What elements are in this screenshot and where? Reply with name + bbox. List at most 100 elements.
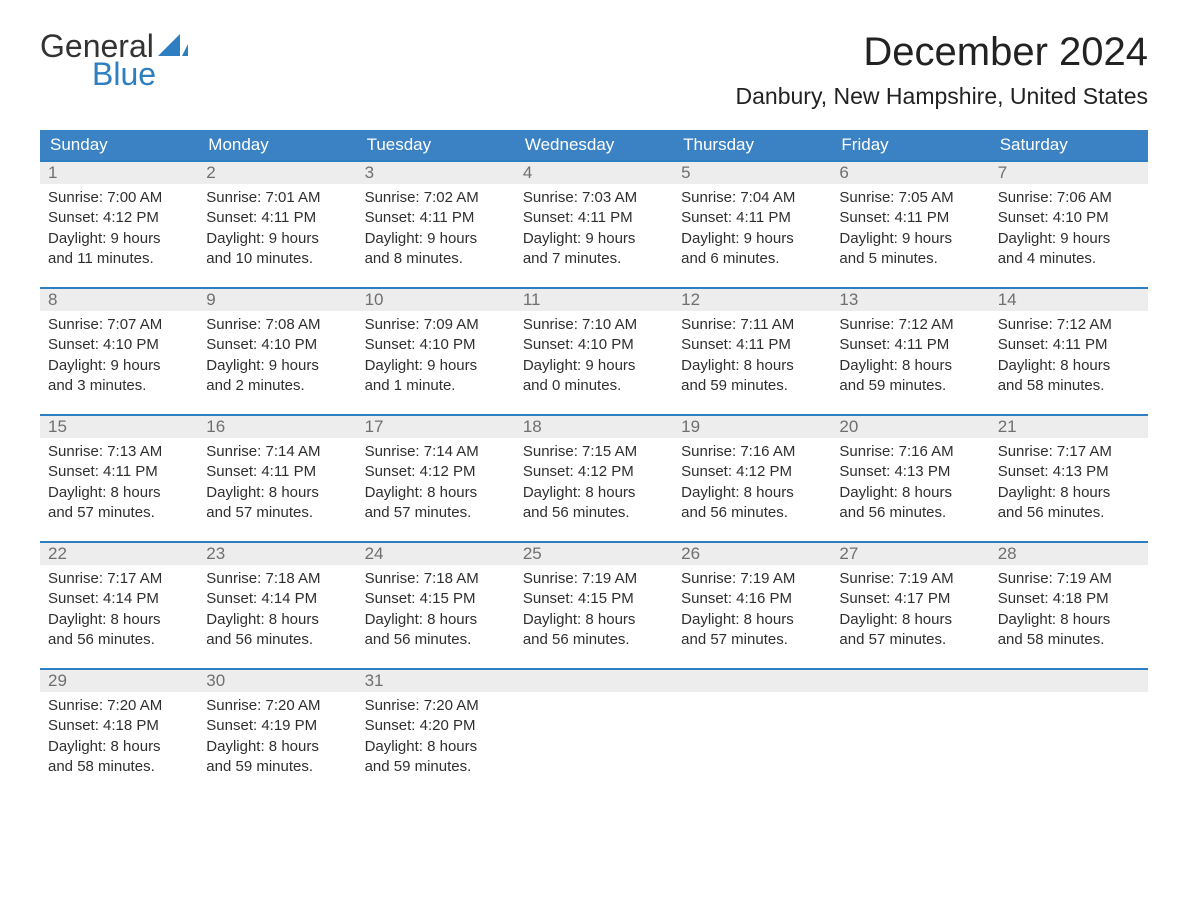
daylight-line-1: Daylight: 8 hours bbox=[365, 737, 507, 757]
day-number: 21 bbox=[990, 416, 1148, 438]
day-number: 28 bbox=[990, 543, 1148, 565]
sunset-text: Sunset: 4:11 PM bbox=[365, 208, 507, 228]
calendar-day: Sunrise: 7:04 AMSunset: 4:11 PMDaylight:… bbox=[673, 184, 831, 269]
sunrise-text: Sunrise: 7:01 AM bbox=[206, 188, 348, 208]
day-number bbox=[990, 670, 1148, 692]
daylight-line-2: and 56 minutes. bbox=[48, 630, 190, 650]
calendar-week: 15161718192021Sunrise: 7:13 AMSunset: 4:… bbox=[40, 414, 1148, 523]
sunrise-text: Sunrise: 7:15 AM bbox=[523, 442, 665, 462]
calendar-day: Sunrise: 7:17 AMSunset: 4:14 PMDaylight:… bbox=[40, 565, 198, 650]
sunset-text: Sunset: 4:14 PM bbox=[206, 589, 348, 609]
sunset-text: Sunset: 4:11 PM bbox=[681, 335, 823, 355]
month-title: December 2024 bbox=[736, 30, 1148, 75]
day-number: 10 bbox=[357, 289, 515, 311]
daylight-line-2: and 56 minutes. bbox=[523, 503, 665, 523]
daylight-line-1: Daylight: 8 hours bbox=[523, 610, 665, 630]
day-number bbox=[515, 670, 673, 692]
calendar-day: Sunrise: 7:19 AMSunset: 4:16 PMDaylight:… bbox=[673, 565, 831, 650]
calendar-day: Sunrise: 7:01 AMSunset: 4:11 PMDaylight:… bbox=[198, 184, 356, 269]
calendar-day: Sunrise: 7:12 AMSunset: 4:11 PMDaylight:… bbox=[831, 311, 989, 396]
daylight-line-1: Daylight: 8 hours bbox=[681, 483, 823, 503]
sunset-text: Sunset: 4:13 PM bbox=[839, 462, 981, 482]
calendar-day: Sunrise: 7:06 AMSunset: 4:10 PMDaylight:… bbox=[990, 184, 1148, 269]
day-number: 19 bbox=[673, 416, 831, 438]
dow-tuesday: Tuesday bbox=[357, 130, 515, 160]
day-number: 7 bbox=[990, 162, 1148, 184]
day-number: 8 bbox=[40, 289, 198, 311]
sunset-text: Sunset: 4:10 PM bbox=[998, 208, 1140, 228]
calendar-day: Sunrise: 7:15 AMSunset: 4:12 PMDaylight:… bbox=[515, 438, 673, 523]
sunset-text: Sunset: 4:10 PM bbox=[365, 335, 507, 355]
sunset-text: Sunset: 4:18 PM bbox=[998, 589, 1140, 609]
day-number: 25 bbox=[515, 543, 673, 565]
calendar-day: Sunrise: 7:02 AMSunset: 4:11 PMDaylight:… bbox=[357, 184, 515, 269]
daylight-line-1: Daylight: 8 hours bbox=[206, 737, 348, 757]
sunrise-text: Sunrise: 7:16 AM bbox=[839, 442, 981, 462]
day-number: 26 bbox=[673, 543, 831, 565]
daylight-line-2: and 58 minutes. bbox=[998, 630, 1140, 650]
sunrise-text: Sunrise: 7:17 AM bbox=[48, 569, 190, 589]
daylight-line-1: Daylight: 8 hours bbox=[48, 610, 190, 630]
calendar-day: Sunrise: 7:08 AMSunset: 4:10 PMDaylight:… bbox=[198, 311, 356, 396]
daylight-line-1: Daylight: 9 hours bbox=[839, 229, 981, 249]
sunset-text: Sunset: 4:11 PM bbox=[839, 335, 981, 355]
dow-saturday: Saturday bbox=[990, 130, 1148, 160]
dow-wednesday: Wednesday bbox=[515, 130, 673, 160]
sunrise-text: Sunrise: 7:12 AM bbox=[839, 315, 981, 335]
day-number: 13 bbox=[831, 289, 989, 311]
day-number-row: 891011121314 bbox=[40, 287, 1148, 311]
daylight-line-1: Daylight: 8 hours bbox=[839, 356, 981, 376]
sunrise-text: Sunrise: 7:05 AM bbox=[839, 188, 981, 208]
calendar-day: Sunrise: 7:20 AMSunset: 4:18 PMDaylight:… bbox=[40, 692, 198, 777]
calendar-day: Sunrise: 7:20 AMSunset: 4:19 PMDaylight:… bbox=[198, 692, 356, 777]
daylight-line-2: and 59 minutes. bbox=[681, 376, 823, 396]
daylight-line-1: Daylight: 8 hours bbox=[681, 610, 823, 630]
calendar-day: Sunrise: 7:20 AMSunset: 4:20 PMDaylight:… bbox=[357, 692, 515, 777]
day-number-row: 1234567 bbox=[40, 160, 1148, 184]
daylight-line-1: Daylight: 9 hours bbox=[365, 229, 507, 249]
sunset-text: Sunset: 4:10 PM bbox=[48, 335, 190, 355]
daylight-line-1: Daylight: 9 hours bbox=[681, 229, 823, 249]
daylight-line-1: Daylight: 8 hours bbox=[998, 483, 1140, 503]
day-of-week-header: Sunday Monday Tuesday Wednesday Thursday… bbox=[40, 130, 1148, 160]
day-number-row: 15161718192021 bbox=[40, 414, 1148, 438]
daylight-line-1: Daylight: 9 hours bbox=[48, 229, 190, 249]
daylight-line-2: and 1 minute. bbox=[365, 376, 507, 396]
day-number: 1 bbox=[40, 162, 198, 184]
sunset-text: Sunset: 4:11 PM bbox=[523, 208, 665, 228]
calendar-day: Sunrise: 7:13 AMSunset: 4:11 PMDaylight:… bbox=[40, 438, 198, 523]
daylight-line-1: Daylight: 8 hours bbox=[998, 356, 1140, 376]
dow-thursday: Thursday bbox=[673, 130, 831, 160]
sunrise-text: Sunrise: 7:18 AM bbox=[206, 569, 348, 589]
day-number: 29 bbox=[40, 670, 198, 692]
sunset-text: Sunset: 4:14 PM bbox=[48, 589, 190, 609]
daylight-line-1: Daylight: 8 hours bbox=[206, 610, 348, 630]
day-number: 27 bbox=[831, 543, 989, 565]
day-number: 16 bbox=[198, 416, 356, 438]
sunset-text: Sunset: 4:12 PM bbox=[681, 462, 823, 482]
day-number-row: 293031 bbox=[40, 668, 1148, 692]
calendar-week: 22232425262728Sunrise: 7:17 AMSunset: 4:… bbox=[40, 541, 1148, 650]
daylight-line-2: and 5 minutes. bbox=[839, 249, 981, 269]
sunrise-text: Sunrise: 7:10 AM bbox=[523, 315, 665, 335]
daylight-line-2: and 59 minutes. bbox=[365, 757, 507, 777]
daylight-line-1: Daylight: 8 hours bbox=[523, 483, 665, 503]
daylight-line-2: and 57 minutes. bbox=[839, 630, 981, 650]
daylight-line-2: and 2 minutes. bbox=[206, 376, 348, 396]
daylight-line-2: and 0 minutes. bbox=[523, 376, 665, 396]
daylight-line-2: and 3 minutes. bbox=[48, 376, 190, 396]
calendar-day: Sunrise: 7:14 AMSunset: 4:11 PMDaylight:… bbox=[198, 438, 356, 523]
daylight-line-2: and 59 minutes. bbox=[206, 757, 348, 777]
daylight-line-2: and 4 minutes. bbox=[998, 249, 1140, 269]
day-number: 6 bbox=[831, 162, 989, 184]
sunrise-text: Sunrise: 7:00 AM bbox=[48, 188, 190, 208]
daylight-line-2: and 56 minutes. bbox=[523, 630, 665, 650]
daylight-line-2: and 10 minutes. bbox=[206, 249, 348, 269]
daylight-line-2: and 7 minutes. bbox=[523, 249, 665, 269]
day-number: 9 bbox=[198, 289, 356, 311]
daylight-line-1: Daylight: 8 hours bbox=[839, 610, 981, 630]
sunrise-text: Sunrise: 7:03 AM bbox=[523, 188, 665, 208]
daylight-line-1: Daylight: 9 hours bbox=[523, 229, 665, 249]
day-number: 4 bbox=[515, 162, 673, 184]
sunrise-text: Sunrise: 7:19 AM bbox=[523, 569, 665, 589]
